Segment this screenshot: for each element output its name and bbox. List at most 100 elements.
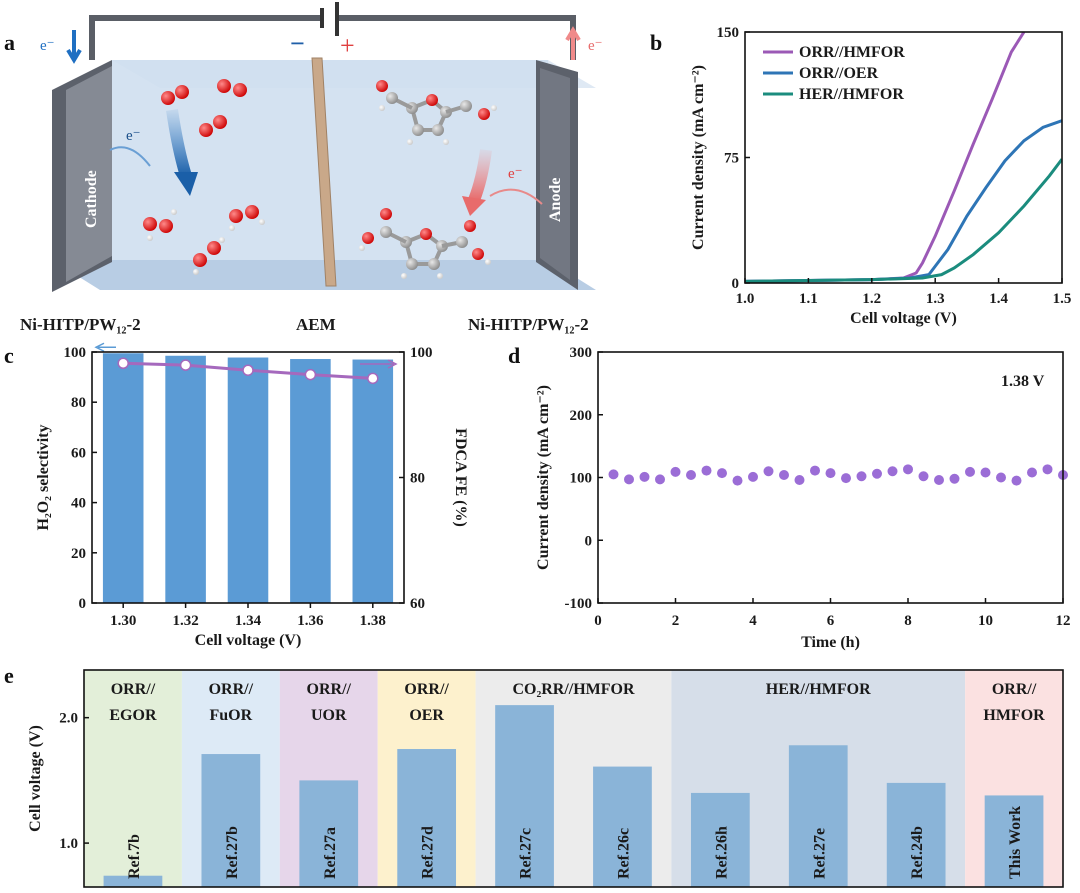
bar-ref-7b xyxy=(103,875,163,887)
group-label-0: ORR// xyxy=(111,681,156,698)
electrolyte-bottom xyxy=(52,260,596,290)
bar-ref-27b xyxy=(201,754,261,887)
x-tick-label: 6 xyxy=(827,613,835,629)
left-axis-arrow-icon xyxy=(94,342,116,352)
data-point xyxy=(856,471,867,482)
fe-point xyxy=(179,359,192,371)
group-background-0 xyxy=(84,670,182,887)
group-label-2: ORR// xyxy=(307,681,352,698)
y-tick-label: 0 xyxy=(732,276,740,292)
electron-label-cathode: e⁻ xyxy=(126,128,141,144)
data-point xyxy=(980,467,991,478)
x-tick-label: 12 xyxy=(1056,613,1071,629)
bar-ref-24b xyxy=(886,782,946,887)
x-tick-label: 1.2 xyxy=(862,291,881,307)
y-tick-label: -100 xyxy=(565,596,593,612)
anode-electron-path xyxy=(489,188,543,205)
data-point xyxy=(1042,464,1053,475)
bar-ref-label: Ref.26c xyxy=(615,828,632,879)
y2-axis-label: FDCA FE (%) xyxy=(452,428,469,527)
y-tick-label: 60 xyxy=(71,445,86,461)
membrane-label: AEM xyxy=(296,315,336,334)
y2-tick-label: 100 xyxy=(410,345,433,361)
y-tick-label: 80 xyxy=(71,395,86,411)
data-point xyxy=(670,466,681,477)
cathode-reaction-arrow-icon xyxy=(166,109,192,178)
panel-letter-e: e xyxy=(4,663,14,688)
bar-1.38 xyxy=(352,359,394,603)
data-point xyxy=(872,468,882,479)
bar-1.34 xyxy=(227,357,269,603)
group-label-4: CO₂RR//HMFOR xyxy=(512,681,635,698)
x-tick-label: 1.1 xyxy=(799,291,818,307)
data-point xyxy=(624,474,634,485)
bar-ref-27e xyxy=(788,745,848,887)
data-point xyxy=(748,471,758,482)
h2o2-molecule-icon xyxy=(143,205,265,275)
group-label-6: HMFOR xyxy=(983,707,1045,724)
hmf-molecule-icon xyxy=(376,80,497,145)
legend-label-0: ORR//HMFOR xyxy=(799,44,905,61)
bar-ref-label: This Work xyxy=(1007,806,1024,879)
x-tick-label: 1.5 xyxy=(1053,291,1072,307)
x-tick-label: 2 xyxy=(672,613,680,629)
data-point xyxy=(779,469,789,480)
cathode-electron-path xyxy=(109,146,151,167)
data-point xyxy=(1027,467,1037,478)
x-tick-label: 1.3 xyxy=(926,291,945,307)
legend-label-2: HER//HMFOR xyxy=(799,86,904,103)
data-point xyxy=(639,471,650,482)
panel-letter-d: d xyxy=(508,343,520,368)
data-point xyxy=(810,465,820,476)
y2-tick-label: 60 xyxy=(410,596,425,612)
bar-ref-label: Ref.27c xyxy=(518,828,535,879)
chart-b-lsv: 1.0 1.1 1.2 1.3 1.4 1.5 0 75 150 Cell voltage (V)… xyxy=(690,25,1071,327)
y-tick-label: 150 xyxy=(717,25,740,41)
fe-point xyxy=(242,364,254,376)
x-axis-label: Cell voltage (V) xyxy=(850,310,957,327)
bar-ref-27a xyxy=(299,780,359,887)
panel-letter-b: b xyxy=(650,30,662,55)
group-label-2: UOR xyxy=(311,707,347,724)
x-tick-label: 8 xyxy=(904,613,912,629)
x-tick-label: 1.4 xyxy=(989,291,1008,307)
bar-ref-label: Ref.7b xyxy=(126,834,143,879)
y-tick-label: 100 xyxy=(64,345,87,361)
minus-sign: − xyxy=(290,29,305,58)
series-line-0 xyxy=(745,32,1026,283)
data-point xyxy=(887,466,898,477)
x-tick-label: 0 xyxy=(594,613,602,629)
y-tick-label: 1.0 xyxy=(59,836,78,852)
y-tick-label: 20 xyxy=(71,546,86,562)
y-axis-label: Current density (mA cm⁻²) xyxy=(690,65,707,250)
electron-arrow-down-icon xyxy=(66,30,82,64)
series-line-2 xyxy=(745,158,1062,283)
data-point xyxy=(949,473,960,484)
data-point xyxy=(686,469,696,480)
bar-ref-27d xyxy=(397,749,457,887)
bar-1.32 xyxy=(165,355,206,603)
group-label-1: ORR// xyxy=(209,681,254,698)
cathode-arrow-head xyxy=(174,172,198,196)
plot-frame xyxy=(83,669,1064,888)
data-point xyxy=(717,468,727,479)
fdca-molecule-icon xyxy=(359,208,491,279)
y-axis-label: Current density (mA cm⁻²) xyxy=(535,385,552,570)
plot-frame xyxy=(744,31,1063,284)
x-tick-label: 10 xyxy=(978,613,993,629)
chart-c-selectivity: 1.30 1.32 1.34 1.36 1.38 0 20 40 60 80 100 60 80 100 C… xyxy=(35,342,469,649)
bar-ref-label: Ref.24b xyxy=(909,826,926,879)
group-label-5: HER//HMFOR xyxy=(766,681,871,698)
series-line-1 xyxy=(745,119,1062,283)
electrolyte-body xyxy=(112,60,548,260)
data-point xyxy=(903,464,913,475)
right-catalyst-label: Ni-HITP/PW₁₂-2 xyxy=(468,315,589,334)
right-axis-arrow-icon xyxy=(360,359,398,369)
y-axis-label: Cell voltage (V) xyxy=(27,725,44,832)
left-catalyst-label: Ni-HITP/PW₁₂-2 xyxy=(20,315,141,334)
data-point xyxy=(732,475,743,486)
x-tick-label: 1.0 xyxy=(736,291,755,307)
x-tick-label: 1.36 xyxy=(297,613,324,629)
